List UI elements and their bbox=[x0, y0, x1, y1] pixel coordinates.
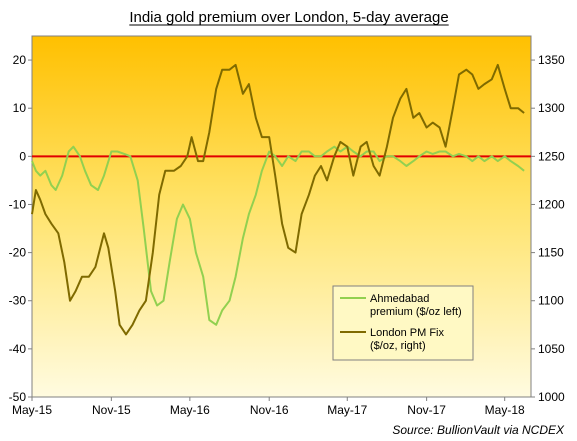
x-tick-label: May-18 bbox=[485, 403, 525, 417]
x-tick-label: May-15 bbox=[12, 403, 52, 417]
right-tick-label: 1000 bbox=[538, 390, 565, 404]
series-lines bbox=[31, 63, 525, 336]
series-line-london-fix bbox=[31, 63, 525, 336]
left-tick-label: 20 bbox=[13, 53, 27, 67]
legend: Ahmedabad premium ($/oz left) London PM … bbox=[332, 285, 474, 361]
right-tick-label: 1200 bbox=[538, 197, 565, 211]
x-tick-label: Nov-17 bbox=[407, 403, 446, 417]
left-tick-label: -20 bbox=[9, 246, 27, 260]
right-tick-label: 1100 bbox=[538, 294, 564, 308]
right-axis-ticks: 1000 1050 1100 1150 1200 1250 1300 1350 bbox=[531, 53, 565, 404]
legend-label-premium-line1: Ahmedabad bbox=[370, 293, 429, 305]
left-axis-ticks: -50 -40 -30 -20 -10 0 10 20 bbox=[9, 53, 32, 404]
right-tick-label: 1250 bbox=[538, 149, 565, 163]
x-tick-label: May-16 bbox=[170, 403, 210, 417]
left-tick-label: -30 bbox=[9, 294, 27, 308]
left-tick-label: 0 bbox=[19, 149, 26, 163]
right-tick-label: 1350 bbox=[538, 53, 565, 67]
right-tick-label: 1050 bbox=[538, 342, 565, 356]
chart-title: India gold premium over London, 5-day av… bbox=[129, 9, 448, 26]
left-tick-label: -10 bbox=[9, 197, 27, 211]
legend-label-premium-line2: premium ($/oz left) bbox=[370, 306, 462, 318]
x-tick-label: Nov-15 bbox=[92, 403, 131, 417]
x-axis-ticks: May-15 Nov-15 May-16 Nov-16 May-17 Nov-17 May-… bbox=[12, 397, 525, 417]
right-tick-label: 1150 bbox=[538, 246, 564, 260]
left-tick-label: 10 bbox=[13, 101, 27, 115]
x-tick-label: Nov-16 bbox=[250, 403, 289, 417]
left-tick-label: -50 bbox=[9, 390, 27, 404]
legend-label-london-fix-line2: ($/oz, right) bbox=[370, 340, 426, 352]
legend-label-london-fix-line1: London PM Fix bbox=[370, 327, 444, 339]
right-tick-label: 1300 bbox=[538, 101, 565, 115]
source-note: Source: BullionVault via NCDEX bbox=[392, 423, 565, 437]
x-tick-label: May-17 bbox=[327, 403, 367, 417]
left-tick-label: -40 bbox=[9, 342, 27, 356]
